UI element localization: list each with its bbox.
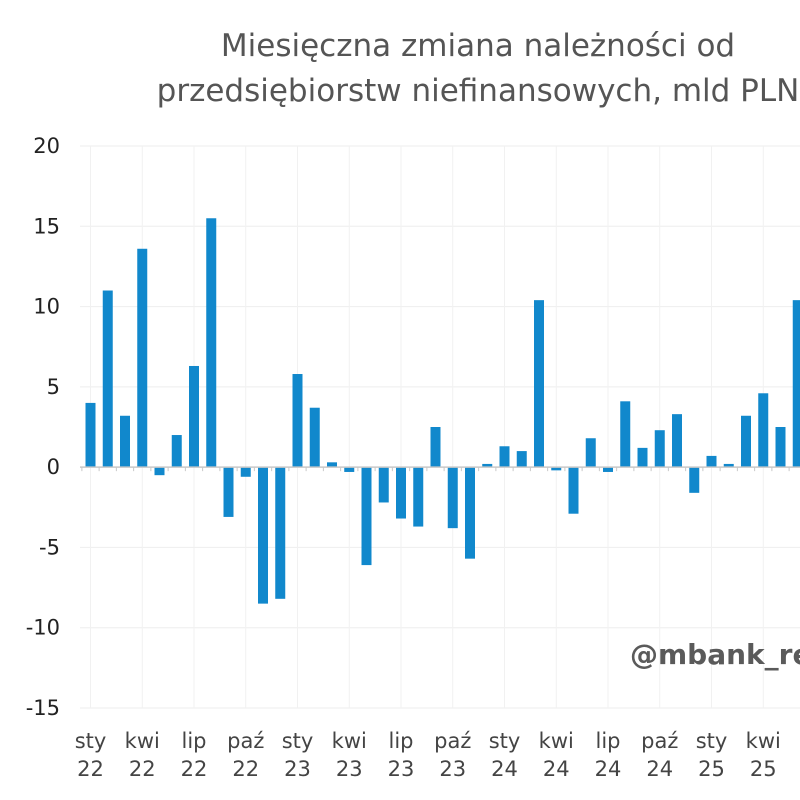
- bar: [344, 467, 355, 472]
- x-tick-label-month: sty: [75, 729, 107, 753]
- bar: [741, 415, 751, 468]
- bar: [171, 435, 182, 468]
- bar: [723, 463, 734, 468]
- x-tick-label-month: paź: [227, 729, 264, 753]
- bar: [792, 300, 800, 468]
- x-tick-label-year: 22: [77, 757, 104, 781]
- bar: [447, 467, 458, 529]
- y-tick-label: 15: [33, 214, 60, 238]
- y-tick-label: 5: [47, 375, 60, 399]
- x-tick-label-month: paź: [641, 729, 678, 753]
- bar: [585, 438, 596, 468]
- bar: [206, 218, 217, 468]
- x-tick-label-year: 25: [750, 757, 777, 781]
- y-tick-label: -10: [26, 616, 60, 640]
- y-axis: 20 15 10 5 0 -5 -10 -15: [26, 134, 60, 720]
- x-tick-label-month: lip: [182, 729, 207, 753]
- bar: [396, 467, 406, 519]
- bar: [672, 414, 682, 468]
- bar: [378, 467, 389, 503]
- x-tick-label-month: sty: [489, 729, 521, 753]
- x-tick-label-month: kwi: [332, 729, 367, 753]
- x-tick-label-year: 23: [284, 757, 311, 781]
- bar: [706, 455, 717, 468]
- bar: [654, 430, 665, 468]
- bar: [189, 365, 199, 468]
- bar: [516, 451, 527, 468]
- bar: [361, 467, 372, 566]
- bar: [102, 290, 113, 468]
- bar: [120, 415, 130, 468]
- bar: [465, 467, 475, 559]
- x-tick-label-month: lip: [389, 729, 414, 753]
- x-tick-label-month: lip: [596, 729, 621, 753]
- bar: [499, 446, 510, 468]
- chart-title: Miesięczna zmiana należności od przedsię…: [157, 28, 800, 109]
- y-tick-label: 0: [47, 455, 60, 479]
- y-tick-label: 20: [33, 134, 60, 158]
- y-tick-label: 10: [33, 295, 60, 319]
- bar: [223, 467, 234, 517]
- x-tick-label-month: sty: [282, 729, 314, 753]
- x-tick-label-year: 22: [129, 757, 156, 781]
- x-tick-label-month: paź: [434, 729, 471, 753]
- bar: [775, 427, 786, 468]
- chart-title-line-2: przedsiębiorstw niefinansowych, mld PLN: [157, 73, 800, 109]
- x-tick-label-year: 23: [439, 757, 466, 781]
- bar: [430, 427, 441, 468]
- bar: [637, 447, 648, 468]
- x-tick-label-year: 23: [388, 757, 415, 781]
- bar: [85, 402, 96, 468]
- bar-series: [85, 218, 800, 604]
- bar: [758, 393, 769, 468]
- y-tick-label: -5: [39, 535, 60, 559]
- bar: [689, 467, 700, 493]
- x-tick-label-year: 25: [698, 757, 725, 781]
- bar: [275, 467, 286, 599]
- x-tick-label-month: sty: [696, 729, 728, 753]
- x-axis: sty 22 kwi 22 lip 22 paź 22 sty 23 kwi 23 lip 23 paź 23…: [75, 729, 781, 781]
- bar: [309, 407, 320, 468]
- x-tick-label-month: kwi: [125, 729, 160, 753]
- x-tick-label-year: 24: [491, 757, 518, 781]
- bar: [603, 467, 613, 472]
- chart-title-line-1: Miesięczna zmiana należności od: [221, 28, 735, 64]
- gridlines: [80, 145, 800, 709]
- bar: [568, 467, 579, 514]
- x-tick-label-year: 22: [181, 757, 208, 781]
- bar: [327, 462, 337, 468]
- bar: [292, 374, 303, 468]
- x-tick-label-year: 24: [595, 757, 622, 781]
- bar: [137, 248, 148, 468]
- x-tick-label-month: kwi: [746, 729, 781, 753]
- x-tick-label-year: 22: [232, 757, 259, 781]
- x-tick-label-year: 23: [336, 757, 363, 781]
- watermark-handle: @mbank_research: [630, 638, 800, 671]
- bar: [154, 467, 165, 476]
- bar: [258, 467, 268, 604]
- bar: [551, 467, 562, 471]
- y-tick-label: -15: [26, 696, 60, 720]
- bar: [534, 300, 544, 468]
- bar: [413, 467, 424, 527]
- x-tick-label-month: kwi: [539, 729, 574, 753]
- bar: [240, 467, 251, 477]
- bar: [482, 463, 493, 468]
- bar: [620, 401, 631, 468]
- x-tick-label-year: 24: [543, 757, 570, 781]
- zero-axis-line: [80, 466, 800, 472]
- x-tick-label-year: 24: [646, 757, 673, 781]
